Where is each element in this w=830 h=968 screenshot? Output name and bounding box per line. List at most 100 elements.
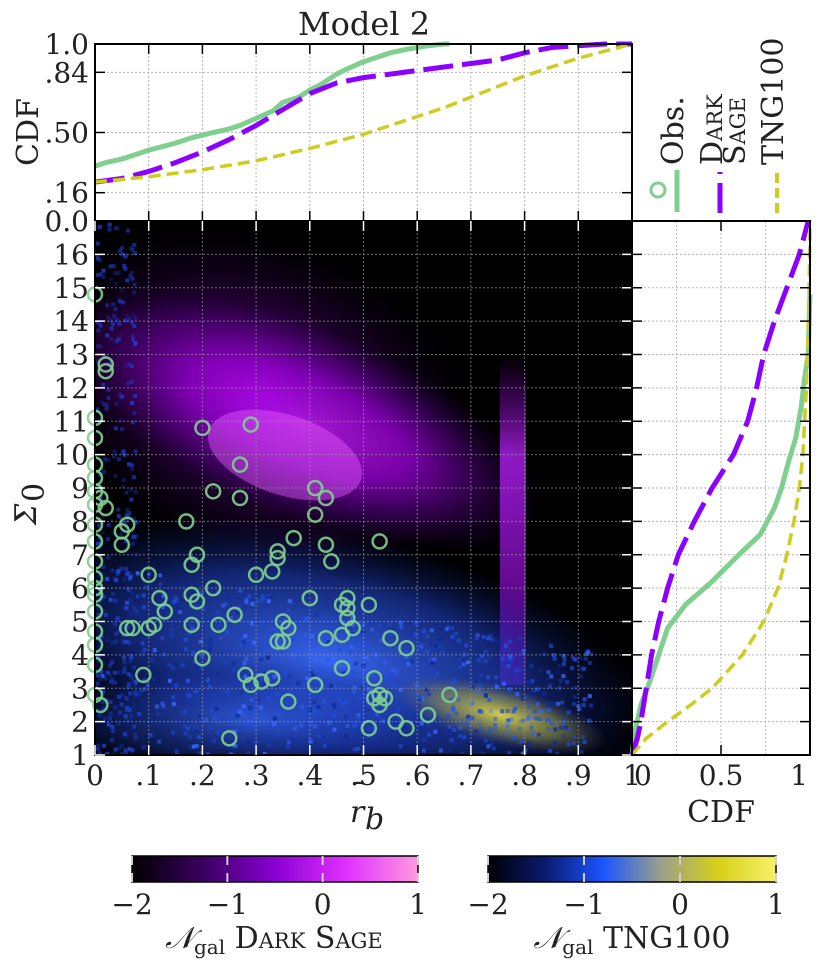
- heatmap-pixel: [101, 594, 106, 599]
- heatmap-pixel: [219, 636, 224, 641]
- obs-point: [419, 706, 437, 724]
- heatmap-pixel: [584, 652, 589, 656]
- heatmap-pixel: [260, 594, 265, 599]
- main-x-tick-label: .5: [350, 759, 377, 792]
- heatmap-pixel: [178, 610, 183, 615]
- heatmap-pixel: [479, 709, 484, 714]
- heatmap-pixel: [118, 249, 123, 253]
- heatmap-pixel: [98, 536, 102, 541]
- heatmap-pixel: [98, 496, 103, 501]
- main-y-tick-label: 11: [53, 405, 89, 438]
- heatmap-pixel: [208, 642, 213, 647]
- heatmap-pixel: [387, 622, 392, 627]
- heatmap-pixel: [452, 680, 457, 685]
- heatmap-pixel: [574, 685, 579, 690]
- heatmap-pixel: [359, 685, 364, 690]
- heatmap-pixel: [539, 709, 544, 714]
- obs-point: [194, 419, 211, 437]
- heatmap-pixel: [121, 478, 126, 482]
- heatmap-pixel: [398, 662, 403, 666]
- heatmap-pixel: [189, 624, 194, 629]
- heatmap-pixel: [140, 651, 145, 656]
- heatmap-pixel: [106, 555, 111, 560]
- heatmap-pixel: [123, 318, 128, 323]
- heatmap-pixel: [108, 711, 113, 716]
- obs-point: [92, 696, 109, 714]
- heatmap-pixel: [474, 729, 479, 734]
- heatmap-pixel: [175, 606, 180, 611]
- colorbar-darksage-bar: [131, 855, 419, 883]
- heatmap-pixel: [116, 226, 121, 231]
- heatmap-pixel: [133, 689, 138, 694]
- heatmap-pixel: [243, 603, 248, 608]
- heatmap-pixel: [216, 731, 221, 736]
- heatmap-pixel: [318, 712, 323, 717]
- heatmap-pixel: [366, 687, 371, 692]
- heatmap-pixel: [562, 657, 567, 662]
- heatmap-pixel: [421, 748, 426, 753]
- heatmap-pixel: [476, 689, 481, 694]
- heatmap-pixel: [404, 650, 409, 655]
- heatmap-pixel: [110, 677, 115, 682]
- heatmap-pixel: [314, 612, 319, 617]
- heatmap-pixel: [560, 700, 565, 705]
- heatmap-pixel: [168, 673, 173, 677]
- obs-point: [269, 633, 286, 650]
- heatmap-pixel: [330, 616, 335, 621]
- heatmap-pixel: [125, 508, 130, 512]
- heatmap-pixel: [185, 678, 190, 683]
- heatmap-pixel: [120, 287, 125, 292]
- heatmap-pixel: [102, 743, 106, 748]
- heatmap-pixel: [451, 706, 456, 711]
- heatmap-pixel: [246, 712, 251, 717]
- heatmap-pixel: [190, 703, 195, 708]
- heatmap-pixel: [272, 722, 277, 727]
- colorbar-tng-label: 𝒩gal TNG100: [534, 921, 731, 959]
- heatmap-pixel: [417, 703, 422, 708]
- heatmap-pixel: [425, 649, 430, 654]
- right-x-tick-label: 0: [634, 759, 652, 792]
- heatmap-pixel: [161, 704, 166, 709]
- heatmap-pixel: [116, 569, 121, 573]
- heatmap-pixel: [465, 721, 470, 725]
- heatmap-pixel: [351, 670, 356, 675]
- heatmap-pixel: [117, 299, 122, 304]
- heatmap-pixel: [479, 673, 484, 678]
- heatmap-pixel: [128, 598, 133, 603]
- heatmap-pixel: [209, 581, 214, 586]
- heatmap-pixel: [187, 745, 192, 750]
- heatmap-pixel: [241, 640, 246, 645]
- heatmap-pixel: [287, 598, 292, 603]
- heatmap-pixel: [561, 662, 566, 667]
- heatmap-pixel: [589, 703, 593, 708]
- heatmap-pixel: [157, 688, 162, 693]
- heatmap-pixel: [107, 222, 112, 227]
- main-y-tick-label: 5: [71, 606, 89, 639]
- heatmap-pixel: [147, 581, 152, 586]
- heatmap-pixel: [215, 672, 220, 677]
- heatmap-pixel: [500, 709, 505, 714]
- heatmap-pixel: [427, 722, 431, 726]
- heatmap-pixel: [235, 610, 240, 615]
- heatmap-pixel: [353, 641, 358, 646]
- heatmap-pixel: [102, 469, 107, 474]
- heatmap-pixel: [486, 675, 491, 680]
- heatmap-pixel: [129, 497, 134, 502]
- heatmap-pixel: [420, 696, 425, 701]
- heatmap-pixel: [145, 682, 150, 687]
- heatmap-pixel: [331, 680, 335, 685]
- heatmap-pixel: [549, 643, 554, 648]
- heatmap-pixel: [169, 633, 174, 637]
- obs-point: [344, 619, 362, 637]
- heatmap-pixel: [117, 457, 121, 462]
- heatmap-pixel: [175, 752, 179, 755]
- heatmap-pixel: [171, 666, 176, 671]
- heatmap-pixel: [489, 709, 493, 714]
- heatmap-pixel: [106, 227, 111, 232]
- heatmap-pixel: [95, 541, 100, 546]
- heatmap-pixel: [137, 712, 142, 717]
- heatmap-pixel: [241, 704, 246, 709]
- heatmap-pixel: [128, 574, 133, 579]
- right-cdf-panel: 0 0.5 1 CDF: [629, 220, 813, 830]
